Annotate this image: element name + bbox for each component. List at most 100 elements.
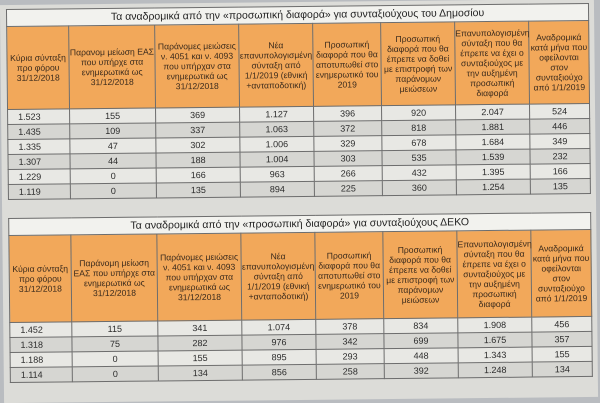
column-header: Κύρια σύνταξη προ φόρου 31/12/2018 xyxy=(8,234,72,323)
table-cell: 392 xyxy=(384,362,459,379)
table-cell: 232 xyxy=(529,148,591,165)
table-cell: 1.119 xyxy=(8,183,71,200)
table-cell: 166 xyxy=(156,167,241,183)
table-cell: 1.881 xyxy=(455,119,530,135)
table-cell: 266 xyxy=(314,165,383,182)
table-cell: 47 xyxy=(69,137,156,154)
public-sector-pensions-table: Τα αναδρομικά από την «προσωπική διαφορά… xyxy=(6,3,591,200)
table-cell: 1.006 xyxy=(239,136,314,153)
deko-pensions-table: Τα αναδρομικά από την «προσωπική διαφορά… xyxy=(8,212,593,383)
table-cell: 357 xyxy=(531,331,593,348)
table-cell: 302 xyxy=(155,137,240,153)
table-cell: 1.452 xyxy=(9,321,72,338)
table-cell: 1.318 xyxy=(9,336,73,353)
table-cell: 818 xyxy=(381,119,456,136)
column-header: Παράνομες μειώσεις ν. 4051 και ν. 4093 π… xyxy=(154,24,240,108)
table-cell: 1.335 xyxy=(7,138,70,155)
table-cell: 1.908 xyxy=(457,317,532,333)
table-cell: 360 xyxy=(382,179,457,196)
column-header: Προσωπική διαφορά που θα έπρεπε να δοθεί… xyxy=(380,21,456,106)
table-cell: 535 xyxy=(381,149,457,166)
table-cell: 1.395 xyxy=(456,164,531,180)
table-cell: 341 xyxy=(157,320,242,336)
table-cell: 0 xyxy=(70,167,157,184)
column-header: Παρανομ μείωση ΕΑΣ που υπήρχε στα ενημερ… xyxy=(68,25,156,109)
table-cell: 1.307 xyxy=(7,153,71,170)
table-cell: 372 xyxy=(313,120,382,137)
table-cell: 282 xyxy=(157,335,243,351)
table-cell: 963 xyxy=(240,166,315,183)
table-cell: 396 xyxy=(313,105,382,122)
table-cell: 1.248 xyxy=(458,362,533,378)
table-cell: 258 xyxy=(316,363,385,380)
column-header: Επανυπολογισμένη σύνταξη που θα έπρεπε ν… xyxy=(456,230,532,318)
table-cell: 1.684 xyxy=(455,134,530,150)
table-cell: 1.063 xyxy=(239,121,314,138)
table-cell: 432 xyxy=(382,164,457,181)
table-cell: 1.188 xyxy=(10,351,73,368)
table-cell: 856 xyxy=(242,364,317,381)
table-cell: 155 xyxy=(158,350,243,366)
table-cell: 1.254 xyxy=(456,179,531,195)
table-cell: 1.114 xyxy=(10,366,73,383)
table-cell: 524 xyxy=(529,103,590,120)
column-header: Παράνομες μειώσεις ν. 4051 και ν. 4093 π… xyxy=(156,233,242,321)
table-cell: 678 xyxy=(381,134,456,151)
table-cell: 135 xyxy=(156,182,241,198)
column-header: Παράνομη μείωση ΕΑΣ που υπήρχε στα ενημε… xyxy=(70,233,158,322)
table-cell: 1.435 xyxy=(7,123,70,140)
table-cell: 1.523 xyxy=(7,108,70,125)
table-cell: 456 xyxy=(531,316,592,333)
table-cell: 1.127 xyxy=(239,106,314,123)
table-cell: 894 xyxy=(240,181,315,198)
table-cell: 2.047 xyxy=(455,104,530,120)
table-cell: 1.343 xyxy=(458,347,533,363)
column-header: Αναδρομικά κατά μήνα που οφείλονται στον… xyxy=(528,20,590,105)
table-cell: 329 xyxy=(313,135,382,152)
table-cell: 699 xyxy=(383,332,459,349)
table-cell: 976 xyxy=(241,334,317,351)
table-cell: 1.539 xyxy=(455,149,531,165)
table-cell: 1.675 xyxy=(457,332,533,348)
column-header: Προσωπική διαφορά που θα αποτυπωθεί στο … xyxy=(312,22,382,107)
column-header: Νέα επανυπολογισμένη σύνταξη από 1/1/201… xyxy=(240,232,316,321)
table-cell: 378 xyxy=(315,318,384,335)
table-cell: 155 xyxy=(532,346,593,363)
table-cell: 895 xyxy=(242,349,317,366)
table-cell: 920 xyxy=(381,104,456,121)
column-header: Προσωπική διαφορά που θα έπρεπε να δοθεί… xyxy=(382,230,458,319)
table-cell: 155 xyxy=(69,107,156,124)
table-cell: 166 xyxy=(530,163,591,180)
table-cell: 109 xyxy=(69,122,156,139)
table-cell: 342 xyxy=(315,333,385,350)
table-cell: 303 xyxy=(313,150,383,167)
table-cell: 1.074 xyxy=(241,319,316,336)
table-cell: 349 xyxy=(529,133,591,150)
table-cell: 135 xyxy=(530,178,591,195)
header-row: Κύρια σύνταξη προ φόρου 31/12/2018 Παρανο… xyxy=(6,20,590,110)
column-header: Νέα επανυπολογισμένη σύνταξη από 1/1/201… xyxy=(238,23,314,108)
table-cell: 337 xyxy=(155,122,240,138)
table-cell: 134 xyxy=(158,365,243,381)
header-row: Κύρια σύνταξη προ φόρου 31/12/2018 Παράνο… xyxy=(8,229,592,323)
table-cell: 446 xyxy=(529,118,590,135)
table-cell: 1.004 xyxy=(239,151,315,168)
table-cell: 0 xyxy=(70,182,157,199)
table-cell: 293 xyxy=(316,348,385,365)
column-header: Προσωπική διαφορά που θα αποτυπωθεί στο … xyxy=(314,231,384,320)
table-cell: 448 xyxy=(384,347,459,364)
column-header: Κύρια σύνταξη προ φόρου 31/12/2018 xyxy=(6,25,70,110)
table-cell: 834 xyxy=(383,317,458,334)
table-cell: 369 xyxy=(155,107,240,123)
table-cell: 75 xyxy=(71,335,159,352)
table-cell: 225 xyxy=(314,180,383,197)
table-cell: 134 xyxy=(532,361,593,378)
table-cell: 188 xyxy=(155,152,241,168)
column-header: Επανυπολογισμένη σύνταξη που θα έπρεπε ν… xyxy=(454,21,530,105)
table-cell: 0 xyxy=(72,350,159,367)
table-cell: 0 xyxy=(72,365,159,382)
table-cell: 115 xyxy=(71,320,158,337)
table-cell: 44 xyxy=(69,152,157,169)
table-cell: 1.229 xyxy=(8,168,71,185)
